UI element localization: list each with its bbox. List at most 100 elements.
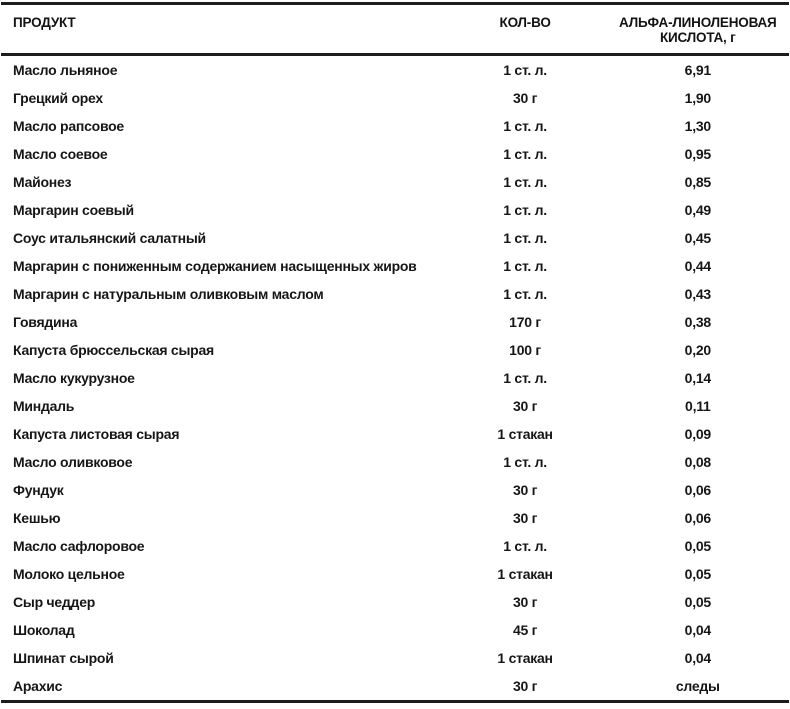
- value-cell: 0,45: [684, 230, 712, 246]
- product-cell: Капуста брюссельская сырая: [13, 342, 214, 358]
- product-cell: Миндаль: [13, 398, 75, 414]
- header-product: ПРОДУКТ: [1, 3, 444, 56]
- table-row: Арахис 30 г следы: [1, 672, 789, 702]
- value-cell: 0,49: [684, 202, 712, 218]
- quantity-cell: 1 стакан: [497, 426, 553, 442]
- table-row: Соус итальянский салатный 1 ст. л. 0,45: [1, 224, 789, 252]
- quantity-cell: 45 г: [512, 622, 538, 638]
- table-row: Маргарин с пониженным содержанием насыще…: [1, 252, 789, 280]
- table-row: Капуста листовая сырая 1 стакан 0,09: [1, 420, 789, 448]
- table-row: Масло рапсовое 1 ст. л. 1,30: [1, 112, 789, 140]
- table-row: Маргарин соевый 1 ст. л. 0,49: [1, 196, 789, 224]
- quantity-cell: 1 стакан: [497, 566, 553, 582]
- product-cell: Масло оливковое: [13, 454, 133, 470]
- product-cell: Грецкий орех: [13, 90, 103, 106]
- quantity-cell: 1 ст. л.: [503, 146, 547, 162]
- product-cell: Маргарин соевый: [13, 202, 134, 218]
- table-row: Кешью 30 г 0,06: [1, 504, 789, 532]
- value-cell: 1,30: [684, 118, 712, 134]
- table-body: Масло льняное 1 ст. л. 6,91 Грецкий орех 30 …: [1, 55, 789, 702]
- quantity-cell: 1 стакан: [497, 650, 553, 666]
- value-cell: 0,06: [684, 482, 712, 498]
- quantity-cell: 30 г: [512, 678, 538, 694]
- table-row: Масло оливковое 1 ст. л. 0,08: [1, 448, 789, 476]
- quantity-cell: 1 ст. л.: [503, 230, 547, 246]
- quantity-cell: 1 ст. л.: [503, 202, 547, 218]
- value-cell: 0,85: [684, 174, 712, 190]
- quantity-cell: 1 ст. л.: [503, 454, 547, 470]
- table-header: ПРОДУКТ КОЛ-ВО АЛЬФА-ЛИНОЛЕНОВАЯ КИСЛОТА…: [1, 3, 789, 56]
- quantity-cell: 1 ст. л.: [503, 62, 547, 78]
- value-cell: 0,04: [684, 622, 712, 638]
- table-row: Сыр чеддер 30 г 0,05: [1, 588, 789, 616]
- product-cell: Говядина: [13, 314, 78, 330]
- product-cell: Молоко цельное: [13, 566, 125, 582]
- value-cell: 0,06: [684, 510, 712, 526]
- table-row: Грецкий орех 30 г 1,90: [1, 84, 789, 112]
- quantity-cell: 30 г: [512, 510, 538, 526]
- value-cell: 0,11: [685, 398, 711, 414]
- product-cell: Майонез: [13, 174, 72, 190]
- table-row: Миндаль 30 г 0,11: [1, 392, 789, 420]
- quantity-cell: 30 г: [512, 90, 538, 106]
- table-row: Масло кукурузное 1 ст. л. 0,14: [1, 364, 789, 392]
- product-cell: Шоколад: [13, 622, 75, 638]
- product-cell: Фундук: [13, 482, 64, 498]
- value-cell: 0,44: [684, 258, 712, 274]
- header-acid-grams: АЛЬФА-ЛИНОЛЕНОВАЯ КИСЛОТА, г: [606, 3, 789, 56]
- value-cell: 0,14: [684, 370, 712, 386]
- value-cell: 0,20: [684, 342, 712, 358]
- quantity-cell: 100 г: [509, 342, 541, 358]
- value-cell: 0,38: [684, 314, 712, 330]
- product-cell: Сыр чеддер: [13, 594, 96, 610]
- quantity-cell: 30 г: [512, 482, 538, 498]
- table-row: Масло льняное 1 ст. л. 6,91: [1, 55, 789, 85]
- product-cell: Масло рапсовое: [13, 118, 124, 134]
- value-cell: 0,04: [684, 650, 712, 666]
- table-row: Масло соевое 1 ст. л. 0,95: [1, 140, 789, 168]
- product-cell: Капуста листовая сырая: [13, 426, 180, 442]
- value-cell: 0,05: [684, 594, 712, 610]
- header-quantity: КОЛ-ВО: [443, 3, 607, 56]
- value-cell: 0,05: [684, 566, 712, 582]
- quantity-cell: 1 ст. л.: [503, 370, 547, 386]
- quantity-cell: 1 ст. л.: [503, 538, 547, 554]
- product-cell: Шпинат сырой: [13, 650, 114, 666]
- product-cell: Кешью: [13, 510, 61, 526]
- table-row: Капуста брюссельская сырая 100 г 0,20: [1, 336, 789, 364]
- value-cell: 0,09: [684, 426, 712, 442]
- quantity-cell: 30 г: [512, 398, 538, 414]
- product-cell: Масло сафлоровое: [13, 538, 145, 554]
- value-cell: следы: [675, 678, 720, 694]
- value-cell: 0,05: [684, 538, 712, 554]
- product-cell: Арахис: [13, 678, 63, 694]
- table-row: Маргарин с натуральным оливковым маслом 1…: [1, 280, 789, 308]
- product-cell: Масло кукурузное: [13, 370, 135, 386]
- quantity-cell: 1 ст. л.: [503, 118, 547, 134]
- value-cell: 1,90: [684, 90, 712, 106]
- value-cell: 0,08: [684, 454, 712, 470]
- product-cell: Масло льняное: [13, 62, 118, 78]
- table-row: Шоколад 45 г 0,04: [1, 616, 789, 644]
- quantity-cell: 1 ст. л.: [503, 286, 547, 302]
- table-row: Молоко цельное 1 стакан 0,05: [1, 560, 789, 588]
- table-row: Фундук 30 г 0,06: [1, 476, 789, 504]
- product-cell: Соус итальянский салатный: [13, 230, 206, 246]
- product-cell: Маргарин с пониженным содержанием насыще…: [13, 258, 417, 274]
- quantity-cell: 30 г: [512, 594, 538, 610]
- product-cell: Маргарин с натуральным оливковым маслом: [13, 286, 324, 302]
- quantity-cell: 170 г: [509, 314, 541, 330]
- quantity-cell: 1 ст. л.: [503, 258, 547, 274]
- product-cell: Масло соевое: [13, 146, 108, 162]
- table-row: Говядина 170 г 0,38: [1, 308, 789, 336]
- value-cell: 6,91: [684, 62, 712, 78]
- table-row: Майонез 1 ст. л. 0,85: [1, 168, 789, 196]
- table-row: Масло сафлоровое 1 ст. л. 0,05: [1, 532, 789, 560]
- value-cell: 0,95: [684, 146, 712, 162]
- table-header-row: ПРОДУКТ КОЛ-ВО АЛЬФА-ЛИНОЛЕНОВАЯ КИСЛОТА…: [1, 3, 789, 56]
- quantity-cell: 1 ст. л.: [503, 174, 547, 190]
- table-row: Шпинат сырой 1 стакан 0,04: [1, 644, 789, 672]
- value-cell: 0,43: [684, 286, 712, 302]
